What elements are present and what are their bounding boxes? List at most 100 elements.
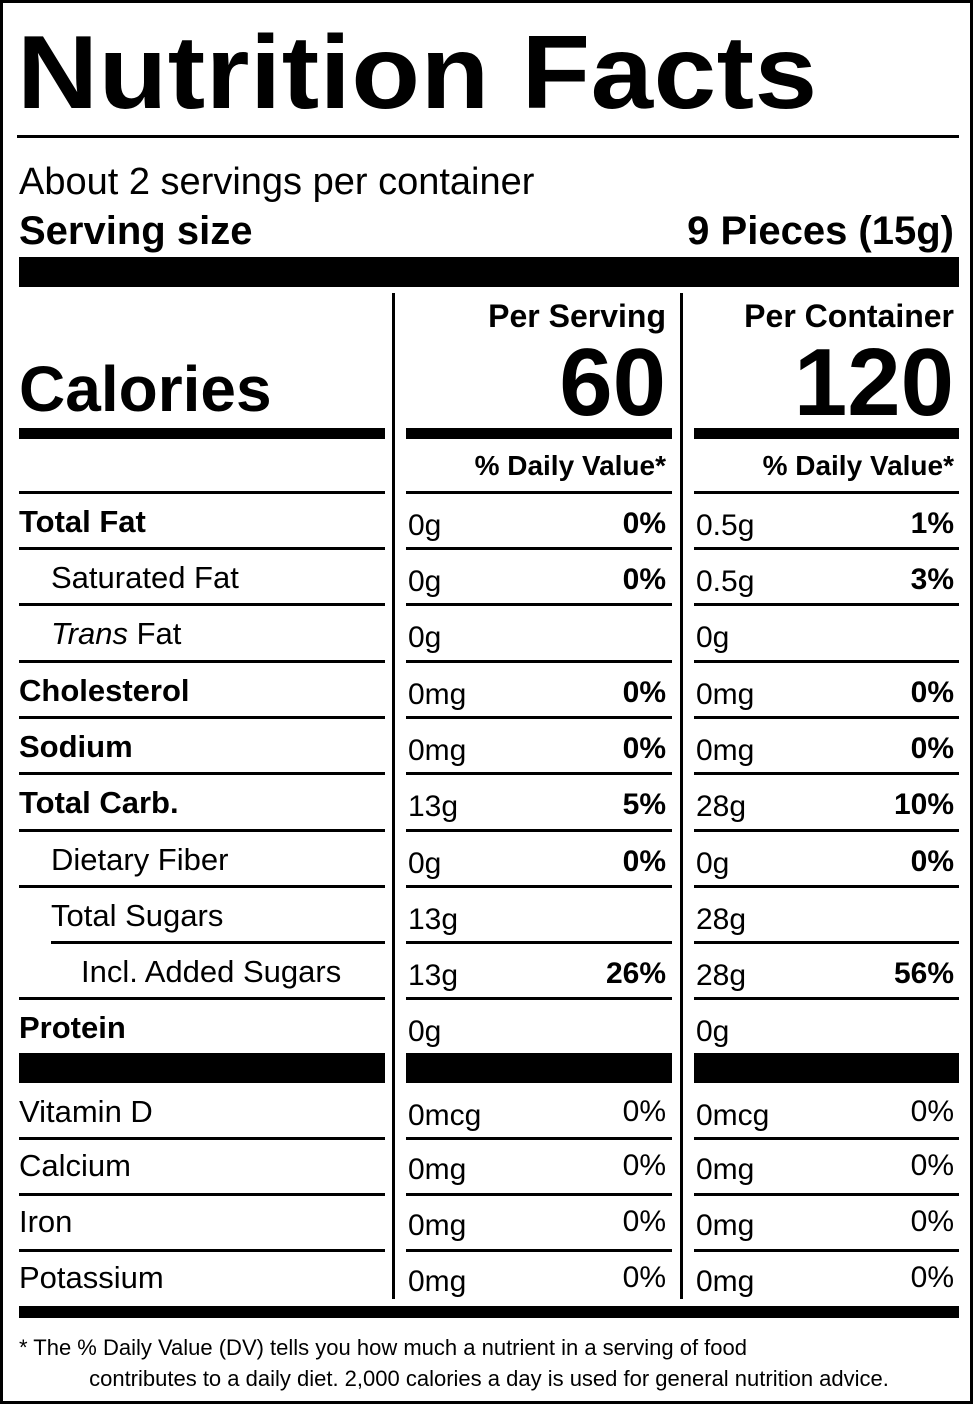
row-rule bbox=[406, 941, 672, 944]
container-amount: 0g bbox=[696, 847, 730, 880]
nutrient-label: Sodium bbox=[19, 729, 133, 764]
container-daily-value: 0% bbox=[910, 1261, 954, 1294]
row-rule bbox=[694, 997, 959, 1000]
serving-daily-value: 0% bbox=[622, 1095, 666, 1128]
vitamin-label: Calcium bbox=[19, 1148, 131, 1183]
row-rule bbox=[694, 772, 959, 775]
thick-divider bbox=[19, 257, 959, 287]
calories-rule bbox=[19, 428, 385, 439]
serving-daily-value: 0% bbox=[622, 1205, 666, 1238]
row-rule bbox=[19, 1193, 385, 1196]
serving-amount: 0g bbox=[408, 1015, 442, 1048]
row-rule bbox=[19, 603, 385, 606]
container-daily-value: 1% bbox=[910, 507, 954, 540]
nutrient-label: Incl. Added Sugars bbox=[81, 954, 342, 989]
thick-divider bbox=[694, 1053, 959, 1083]
container-amount: 0mcg bbox=[696, 1099, 770, 1132]
row-rule bbox=[406, 829, 672, 832]
row-rule bbox=[406, 547, 672, 550]
container-daily-value: 0% bbox=[910, 732, 954, 765]
row-rule bbox=[694, 1249, 959, 1252]
serving-amount: 0mg bbox=[408, 734, 467, 767]
container-daily-value: 0% bbox=[910, 1095, 954, 1128]
vitamin-label: Vitamin D bbox=[19, 1094, 153, 1129]
vitamin-label: Iron bbox=[19, 1204, 73, 1239]
serving-amount: 0g bbox=[408, 565, 442, 598]
column-separator bbox=[392, 293, 395, 1299]
serving-amount: 0mg bbox=[408, 678, 467, 711]
per-container-heading: Per Container bbox=[744, 298, 954, 334]
serving-size-label: Serving size bbox=[19, 209, 253, 253]
nutrient-label: Trans Fat bbox=[51, 618, 181, 649]
serving-daily-value: 0% bbox=[622, 563, 666, 596]
serving-amount: 0mg bbox=[408, 1209, 467, 1242]
container-daily-value: 0% bbox=[910, 1149, 954, 1182]
serving-daily-value: 0% bbox=[622, 676, 666, 709]
container-daily-value: 0% bbox=[910, 676, 954, 709]
serving-amount: 13g bbox=[408, 959, 459, 992]
container-daily-value: 0% bbox=[910, 1205, 954, 1238]
serving-amount: 13g bbox=[408, 903, 459, 936]
row-rule bbox=[406, 997, 672, 1000]
row-rule bbox=[406, 885, 672, 888]
serving-daily-value: 0% bbox=[622, 732, 666, 765]
thick-divider bbox=[406, 1053, 672, 1083]
serving-daily-value: 0% bbox=[622, 1261, 666, 1294]
nutrient-label: Dietary Fiber bbox=[51, 842, 229, 877]
serving-amount: 0g bbox=[408, 509, 442, 542]
container-amount: 0mg bbox=[696, 678, 755, 711]
serving-daily-value: 26% bbox=[605, 957, 666, 990]
serving-amount: 0g bbox=[408, 847, 442, 880]
footnote-rule bbox=[19, 1306, 959, 1318]
container-amount: 0.5g bbox=[696, 565, 755, 598]
container-daily-value: 10% bbox=[893, 788, 954, 821]
serving-daily-value: 5% bbox=[622, 788, 666, 821]
nutrient-label: Saturated Fat bbox=[51, 560, 239, 595]
row-rule bbox=[694, 829, 959, 832]
row-rule bbox=[694, 941, 959, 944]
nutrient-label-text: Fat bbox=[136, 616, 182, 651]
row-rule bbox=[694, 603, 959, 606]
calories-rule bbox=[694, 428, 959, 439]
container-amount: 0mg bbox=[696, 1153, 755, 1186]
row-rule bbox=[406, 660, 672, 663]
vitamin-label: Potassium bbox=[19, 1260, 164, 1295]
row-rule bbox=[19, 547, 385, 550]
calories-per-container: 120 bbox=[793, 329, 954, 436]
row-rule bbox=[406, 716, 672, 719]
row-rule bbox=[19, 491, 385, 494]
row-rule bbox=[19, 660, 385, 663]
row-rule bbox=[19, 829, 385, 832]
row-rule bbox=[406, 1193, 672, 1196]
row-rule bbox=[406, 491, 672, 494]
row-rule bbox=[694, 491, 959, 494]
container-amount: 28g bbox=[696, 790, 747, 823]
serving-daily-value: 0% bbox=[622, 1149, 666, 1182]
row-rule bbox=[19, 885, 385, 888]
row-rule bbox=[406, 772, 672, 775]
nutrient-label: Total Sugars bbox=[51, 898, 224, 933]
divider bbox=[17, 135, 959, 138]
container-amount: 0g bbox=[696, 1015, 730, 1048]
servings-per-container: About 2 servings per container bbox=[19, 161, 535, 203]
row-rule bbox=[694, 660, 959, 663]
per-serving-heading: Per Serving bbox=[488, 298, 666, 334]
row-rule bbox=[694, 1193, 959, 1196]
container-amount: 0mg bbox=[696, 1265, 755, 1298]
column-separator bbox=[680, 293, 683, 1299]
container-amount: 28g bbox=[696, 903, 747, 936]
row-rule bbox=[406, 1249, 672, 1252]
serving-amount: 0mcg bbox=[408, 1099, 482, 1132]
daily-value-heading: % Daily Value* bbox=[762, 450, 954, 481]
footnote-line-2: contributes to a daily diet. 2,000 calor… bbox=[89, 1366, 889, 1391]
row-rule bbox=[19, 1249, 385, 1252]
row-rule bbox=[694, 716, 959, 719]
container-amount: 0mg bbox=[696, 1209, 755, 1242]
row-rule bbox=[406, 1137, 672, 1140]
row-rule bbox=[51, 941, 385, 944]
container-daily-value: 3% bbox=[910, 563, 954, 596]
nutrient-label-italic: Trans bbox=[51, 616, 128, 651]
serving-amount: 0mg bbox=[408, 1153, 467, 1186]
container-amount: 0g bbox=[696, 621, 730, 654]
